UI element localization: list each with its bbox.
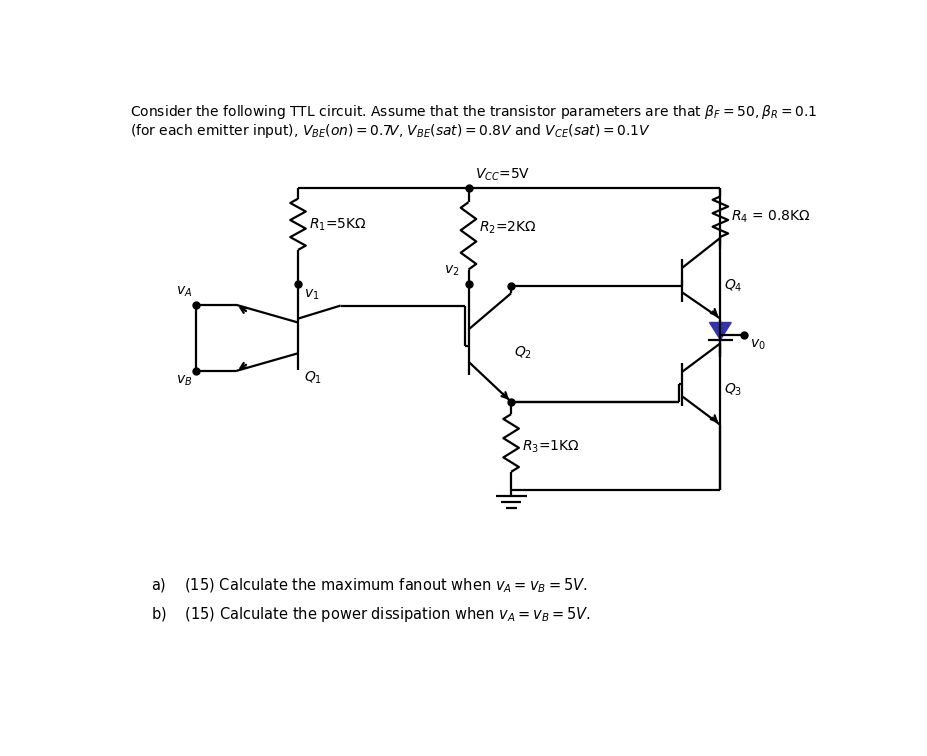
Text: b)    (15) Calculate the power dissipation when $v_A = v_B = 5V$.: b) (15) Calculate the power dissipation … bbox=[151, 605, 590, 624]
Text: $v_A$: $v_A$ bbox=[175, 285, 192, 299]
Text: $Q_4$: $Q_4$ bbox=[724, 278, 743, 295]
Text: $R_4$ = 0.8KΩ: $R_4$ = 0.8KΩ bbox=[731, 209, 811, 225]
Polygon shape bbox=[709, 323, 731, 339]
Text: $Q_2$: $Q_2$ bbox=[514, 345, 532, 361]
Text: $Q_1$: $Q_1$ bbox=[304, 370, 323, 386]
Text: Consider the following TTL circuit. Assume that the transistor parameters are th: Consider the following TTL circuit. Assu… bbox=[130, 103, 817, 121]
Text: a)    (15) Calculate the maximum fanout when $v_A = v_B = 5V$.: a) (15) Calculate the maximum fanout whe… bbox=[151, 577, 588, 595]
Text: $v_2$: $v_2$ bbox=[444, 263, 459, 277]
Text: $Q_3$: $Q_3$ bbox=[724, 382, 743, 398]
Text: $v_1$: $v_1$ bbox=[304, 288, 320, 302]
Text: $v_B$: $v_B$ bbox=[175, 373, 192, 388]
Text: $v_0$: $v_0$ bbox=[750, 337, 766, 352]
Text: $R_2$=2KΩ: $R_2$=2KΩ bbox=[479, 220, 538, 237]
Text: $R_3$=1KΩ: $R_3$=1KΩ bbox=[522, 438, 580, 455]
Text: (for each emitter input), $V_{BE}(on) = 0.7V$, $V_{BE}(sat) = 0.8V$ and $V_{CE}(: (for each emitter input), $V_{BE}(on) = … bbox=[130, 122, 651, 141]
Text: $R_1$=5KΩ: $R_1$=5KΩ bbox=[309, 216, 367, 233]
Text: $V_{CC}$=5V: $V_{CC}$=5V bbox=[475, 167, 530, 183]
